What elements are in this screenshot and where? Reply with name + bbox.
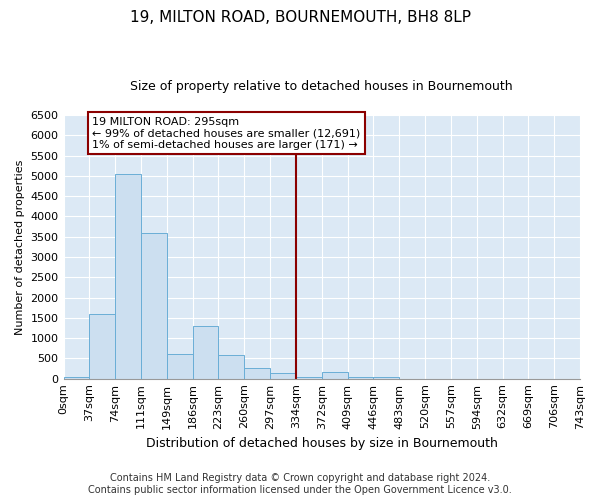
- Bar: [141, 232, 167, 378]
- Bar: [167, 354, 193, 378]
- Bar: [218, 355, 244, 378]
- Bar: [89, 314, 115, 378]
- Bar: [270, 374, 296, 378]
- Y-axis label: Number of detached properties: Number of detached properties: [15, 159, 25, 334]
- Bar: [193, 326, 218, 378]
- Text: 19, MILTON ROAD, BOURNEMOUTH, BH8 8LP: 19, MILTON ROAD, BOURNEMOUTH, BH8 8LP: [130, 10, 470, 25]
- Bar: [373, 376, 399, 378]
- Bar: [115, 174, 141, 378]
- Bar: [347, 376, 373, 378]
- X-axis label: Distribution of detached houses by size in Bournemouth: Distribution of detached houses by size …: [146, 437, 498, 450]
- Text: Contains HM Land Registry data © Crown copyright and database right 2024.
Contai: Contains HM Land Registry data © Crown c…: [88, 474, 512, 495]
- Bar: [296, 376, 322, 378]
- Title: Size of property relative to detached houses in Bournemouth: Size of property relative to detached ho…: [130, 80, 513, 93]
- Text: 19 MILTON ROAD: 295sqm
← 99% of detached houses are smaller (12,691)
1% of semi-: 19 MILTON ROAD: 295sqm ← 99% of detached…: [92, 116, 360, 150]
- Bar: [322, 372, 347, 378]
- Bar: [244, 368, 270, 378]
